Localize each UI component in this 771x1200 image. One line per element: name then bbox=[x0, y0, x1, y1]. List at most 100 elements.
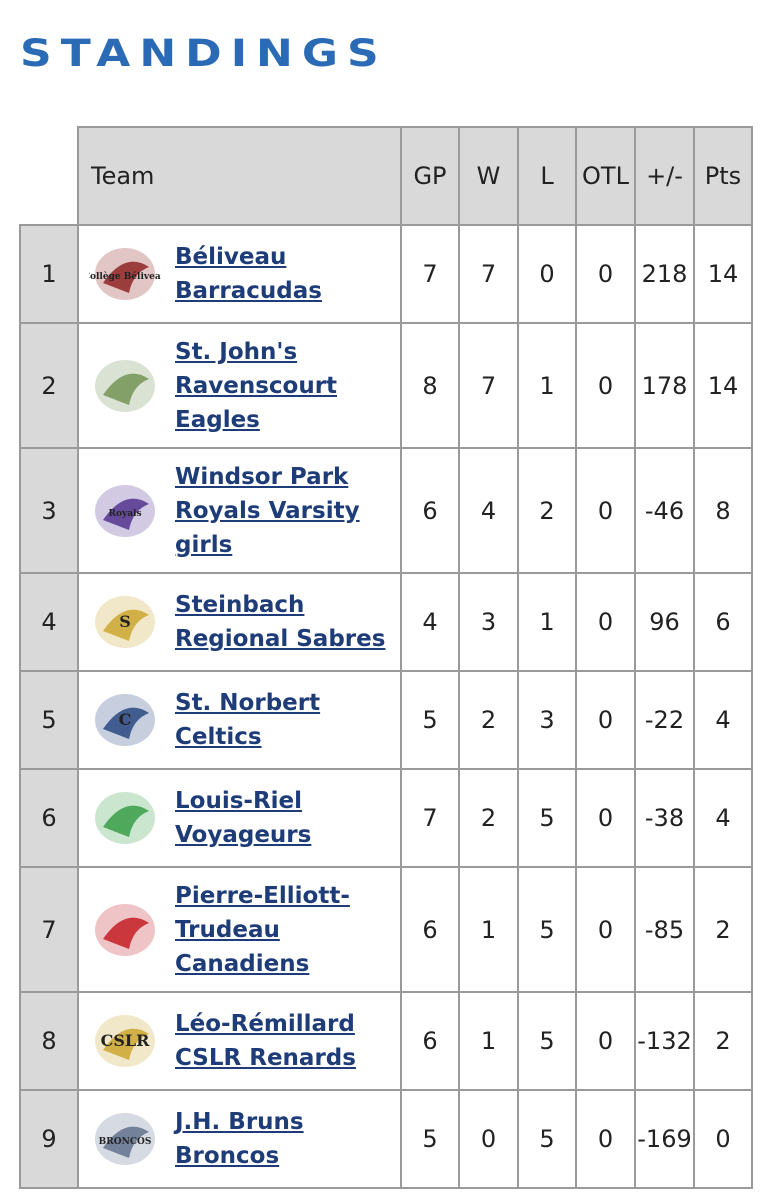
stat-cell: 2 bbox=[458, 768, 519, 868]
team-link[interactable]: Pierre-Elliott- Trudeau Canadiens bbox=[175, 879, 350, 981]
team-wrap: Pierre-Elliott- Trudeau Canadiens bbox=[79, 879, 400, 981]
team-name-line: Eagles bbox=[175, 406, 260, 433]
table-body: 1Collège BéliveauBéliveauBarracudas77002… bbox=[19, 224, 753, 1189]
stat-cell: 2 bbox=[693, 866, 753, 993]
stat-cell: -169 bbox=[634, 1089, 695, 1189]
column-header: L bbox=[517, 126, 577, 226]
team-cell: CSLR Léo-Rémillard CSLR Renards bbox=[77, 991, 402, 1091]
stat-cell: -22 bbox=[634, 670, 695, 770]
team-name-line: Trudeau bbox=[175, 916, 280, 943]
stat-cell: 5 bbox=[400, 1089, 460, 1189]
stat-cell: 0 bbox=[575, 322, 636, 449]
stat-cell: 14 bbox=[693, 322, 753, 449]
stat-cell: 7 bbox=[400, 768, 460, 868]
team-name-line: St. John's bbox=[175, 338, 298, 365]
stat-cell: 5 bbox=[400, 670, 460, 770]
stat-cell: 0 bbox=[575, 670, 636, 770]
team-wrap: BRONCOS J.H. Bruns Broncos bbox=[79, 1105, 400, 1173]
team-link[interactable]: Louis-Riel Voyageurs bbox=[175, 784, 311, 852]
stat-cell: 0 bbox=[575, 224, 636, 324]
team-logo bbox=[95, 903, 155, 956]
stat-cell: 14 bbox=[693, 224, 753, 324]
column-header: Pts bbox=[693, 126, 753, 226]
stat-cell: 178 bbox=[634, 322, 695, 449]
team-wrap: C St. Norbert Celtics bbox=[79, 686, 400, 754]
team-row: 9 BRONCOS J.H. Bruns Broncos 5 0 5 0 -169 0 bbox=[19, 1089, 753, 1189]
stat-cell: 0 bbox=[575, 768, 636, 868]
logo-shape bbox=[103, 261, 149, 293]
stat-cell: 2 bbox=[693, 991, 753, 1091]
team-cell: Louis-Riel Voyageurs bbox=[77, 768, 402, 868]
stat-cell: 6 bbox=[400, 866, 460, 993]
team-cell: Collège Béliveau Béliveau Barracudas bbox=[77, 224, 402, 324]
stat-cell: 2 bbox=[458, 670, 519, 770]
rank-cell: 3 bbox=[19, 447, 79, 574]
team-name-line: Windsor Park bbox=[175, 463, 349, 490]
stat-cell: 1 bbox=[517, 572, 577, 672]
team-name-line: Canadiens bbox=[175, 950, 310, 977]
stat-cell: 6 bbox=[693, 572, 753, 672]
team-row: 3 Royals Windsor Park Royals Varsity girls 6 4… bbox=[19, 447, 753, 574]
team-link[interactable]: Béliveau Barracudas bbox=[175, 240, 322, 308]
stat-cell: -85 bbox=[634, 866, 695, 993]
team-name-line: girls bbox=[175, 531, 233, 558]
rank-cell: 1 bbox=[19, 224, 79, 324]
team-row: 7 Pierre-Elliott- Trudeau Canadiens 6 1 5 0 -85 2 bbox=[19, 866, 753, 993]
team-link[interactable]: Léo-Rémillard CSLR Renards bbox=[175, 1007, 356, 1075]
team-logo: BRONCOS bbox=[95, 1113, 155, 1165]
team-logo bbox=[95, 792, 155, 844]
rank-cell: 8 bbox=[19, 991, 79, 1091]
team-row: 2 St. John's Ravenscourt Eagles 8 7 1 0 178 14 bbox=[19, 322, 753, 449]
stat-cell: 6 bbox=[400, 991, 460, 1091]
logo-shape bbox=[103, 805, 149, 837]
logo-text: BRONCOS bbox=[99, 1137, 152, 1147]
team-link[interactable]: St. John's Ravenscourt Eagles bbox=[175, 335, 337, 437]
stat-cell: 0 bbox=[575, 991, 636, 1091]
stat-cell: 7 bbox=[458, 322, 519, 449]
team-logo: C bbox=[95, 694, 155, 746]
stat-cell: 1 bbox=[458, 991, 519, 1091]
column-header: GP bbox=[400, 126, 460, 226]
stat-cell: 7 bbox=[400, 224, 460, 324]
stat-cell: -132 bbox=[634, 991, 695, 1091]
team-link[interactable]: Steinbach Regional Sabres bbox=[175, 588, 385, 656]
team-name-line: Louis-Riel bbox=[175, 788, 303, 814]
team-name-line: J.H. Bruns bbox=[175, 1109, 304, 1135]
logo-shape bbox=[103, 707, 149, 739]
logo-shape bbox=[103, 498, 149, 530]
team-wrap: St. John's Ravenscourt Eagles bbox=[79, 335, 400, 437]
team-row: 8 CSLR Léo-Rémillard CSLR Renards 6 1 5 0 -132 2 bbox=[19, 991, 753, 1091]
stat-cell: 4 bbox=[400, 572, 460, 672]
team-name-line: Royals Varsity bbox=[175, 497, 360, 524]
team-link[interactable]: Windsor Park Royals Varsity girls bbox=[175, 460, 360, 562]
team-row: 6 Louis-Riel Voyageurs 7 2 5 0 -38 4 bbox=[19, 768, 753, 868]
stat-cell: 0 bbox=[458, 1089, 519, 1189]
stat-cell: 7 bbox=[458, 224, 519, 324]
rank-cell: 7 bbox=[19, 866, 79, 993]
team-cell: S Steinbach Regional Sabres bbox=[77, 572, 402, 672]
logo-text: Collège Béliveau bbox=[89, 271, 161, 282]
team-link[interactable]: J.H. Bruns Broncos bbox=[175, 1105, 304, 1173]
team-cell: C St. Norbert Celtics bbox=[77, 670, 402, 770]
rank-cell: 5 bbox=[19, 670, 79, 770]
team-link[interactable]: St. Norbert Celtics bbox=[175, 686, 320, 754]
team-name-line: Ravenscourt bbox=[175, 372, 338, 399]
team-wrap: Royals Windsor Park Royals Varsity girls bbox=[79, 460, 400, 562]
stat-cell: 3 bbox=[458, 572, 519, 672]
team-row: 5 C St. Norbert Celtics 5 2 3 0 -22 4 bbox=[19, 670, 753, 770]
logo-shape bbox=[103, 609, 149, 641]
header-row: Team GP W L OTL +/- Pts bbox=[20, 126, 753, 226]
stat-cell: -46 bbox=[634, 447, 695, 574]
team-cell: Royals Windsor Park Royals Varsity girls bbox=[77, 447, 402, 574]
team-cell: Pierre-Elliott- Trudeau Canadiens bbox=[77, 866, 402, 993]
stat-cell: 0 bbox=[517, 224, 577, 324]
stat-cell: 96 bbox=[634, 572, 695, 672]
team-logo bbox=[95, 359, 155, 412]
team-logo: CSLR bbox=[95, 1015, 155, 1067]
team-wrap: CSLR Léo-Rémillard CSLR Renards bbox=[79, 1007, 400, 1075]
stat-cell: -38 bbox=[634, 768, 695, 868]
logo-shape bbox=[103, 1126, 149, 1158]
stat-cell: 0 bbox=[693, 1089, 753, 1189]
